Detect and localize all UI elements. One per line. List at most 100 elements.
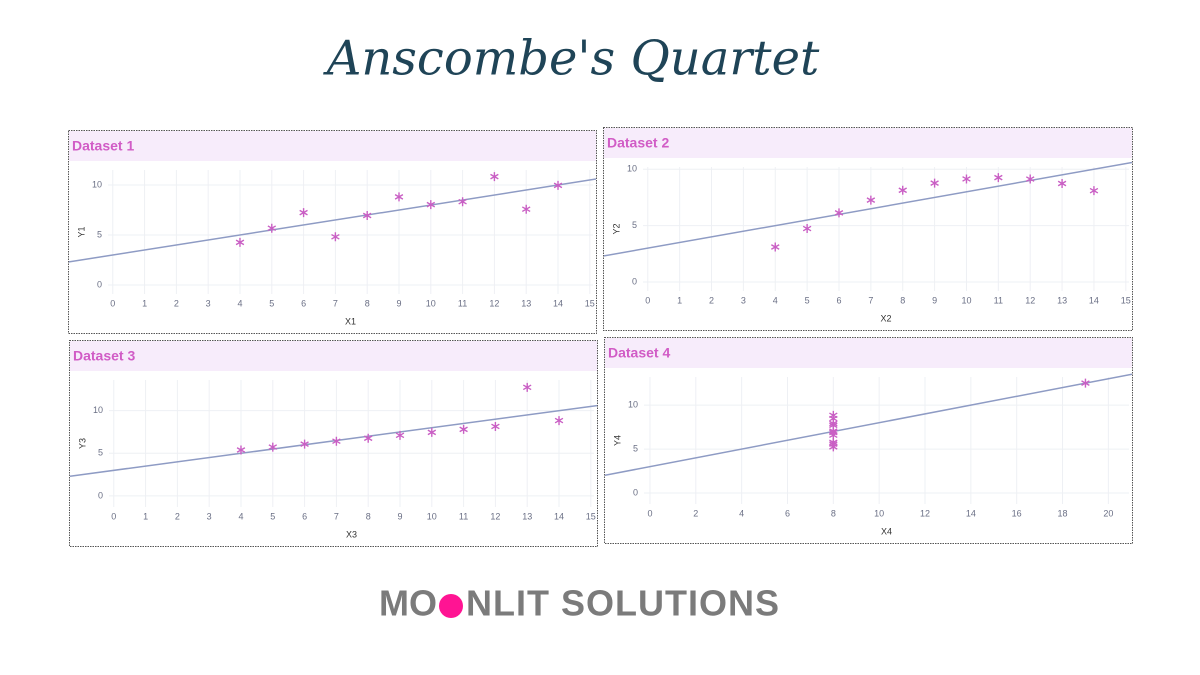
- panel-title: Dataset 1: [72, 138, 134, 154]
- x-tick-label: 10: [961, 295, 971, 305]
- trend-line: [605, 373, 1132, 477]
- trend-line: [604, 161, 1132, 257]
- x-axis-label: X4: [881, 526, 892, 536]
- y-tick-label: 0: [632, 276, 637, 286]
- logo-text: MO: [379, 583, 437, 624]
- data-point: [770, 242, 780, 252]
- x-tick-label: 16: [1012, 508, 1022, 518]
- data-point: [299, 208, 308, 218]
- data-point: [829, 439, 838, 449]
- data-point: [490, 172, 499, 182]
- x-tick-label: 4: [773, 295, 778, 305]
- x-tick-label: 11: [994, 295, 1003, 305]
- x-tick-label: 2: [693, 508, 698, 518]
- x-tick-label: 8: [831, 508, 836, 518]
- panel-frame: [604, 337, 1133, 544]
- x-tick-label: 14: [553, 298, 563, 308]
- x-tick-label: 6: [302, 511, 307, 521]
- x-tick-label: 4: [238, 511, 243, 521]
- x-tick-label: 3: [207, 511, 212, 521]
- panel-header: [605, 338, 1132, 368]
- y-tick-label: 5: [632, 220, 637, 230]
- y-tick-label: 0: [633, 487, 638, 497]
- data-point: [459, 424, 468, 434]
- x-tick-label: 1: [143, 511, 148, 521]
- data-point: [898, 185, 907, 195]
- x-tick-label: 10: [874, 508, 884, 518]
- data-point: [1081, 378, 1090, 388]
- x-tick-label: 0: [110, 298, 115, 308]
- data-point: [522, 382, 532, 392]
- data-point: [829, 418, 838, 428]
- chart-panel: Dataset 4 0 2 4 6 8 10 12 14 16 18 20 0 5 10 X4 Y4: [604, 337, 1133, 544]
- data-point: [1057, 178, 1067, 188]
- x-tick-label: 11: [459, 511, 468, 521]
- data-point: [1025, 174, 1035, 184]
- x-tick-label: 12: [490, 511, 500, 521]
- y-axis-label: Y3: [77, 438, 87, 449]
- x-tick-label: 0: [111, 511, 116, 521]
- y-axis-label: Y1: [76, 226, 86, 237]
- y-tick-label: 0: [97, 279, 102, 289]
- data-point: [458, 197, 467, 207]
- y-tick-label: 10: [627, 164, 637, 174]
- panel-frame: [68, 130, 597, 334]
- y-axis-label: Y2: [611, 223, 621, 234]
- x-tick-label: 9: [396, 298, 401, 308]
- data-point: [834, 208, 844, 218]
- x-tick-label: 0: [645, 295, 650, 305]
- x-tick-label: 15: [1121, 295, 1131, 305]
- data-point: [395, 430, 405, 440]
- data-point: [829, 427, 838, 437]
- data-point: [331, 232, 340, 242]
- x-tick-label: 8: [365, 298, 370, 308]
- x-tick-label: 4: [739, 508, 744, 518]
- data-point: [962, 174, 971, 184]
- x-tick-label: 14: [966, 508, 976, 518]
- x-tick-label: 8: [366, 511, 371, 521]
- y-tick-label: 10: [93, 405, 103, 415]
- x-axis-label: X1: [345, 316, 356, 326]
- data-point: [300, 439, 309, 449]
- y-tick-label: 10: [92, 179, 102, 189]
- data-point: [268, 442, 278, 452]
- x-tick-label: 13: [521, 298, 531, 308]
- x-tick-label: 6: [836, 295, 841, 305]
- x-tick-label: 10: [427, 511, 437, 521]
- panel-title: Dataset 4: [608, 345, 670, 361]
- x-tick-label: 9: [397, 511, 402, 521]
- panel-title: Dataset 2: [607, 135, 669, 151]
- data-point: [235, 237, 245, 247]
- data-point: [1089, 186, 1099, 196]
- x-tick-label: 13: [522, 511, 532, 521]
- data-point: [994, 173, 1003, 183]
- x-tick-label: 12: [1025, 295, 1035, 305]
- x-tick-label: 2: [175, 511, 180, 521]
- x-tick-label: 12: [489, 298, 499, 308]
- data-point: [394, 192, 404, 202]
- panel-frame: [603, 127, 1133, 331]
- trend-line: [69, 178, 596, 263]
- x-axis-label: X3: [346, 529, 357, 539]
- x-tick-label: 10: [426, 298, 436, 308]
- data-point: [866, 195, 876, 205]
- x-tick-label: 12: [920, 508, 930, 518]
- x-tick-label: 13: [1057, 295, 1067, 305]
- x-tick-label: 15: [586, 511, 596, 521]
- data-point: [426, 200, 436, 210]
- y-tick-label: 5: [98, 448, 103, 458]
- x-tick-label: 9: [932, 295, 937, 305]
- x-tick-label: 2: [709, 295, 714, 305]
- x-tick-label: 14: [1089, 295, 1099, 305]
- data-point: [491, 421, 500, 431]
- data-point: [267, 223, 277, 233]
- x-tick-label: 5: [805, 295, 810, 305]
- x-tick-label: 0: [647, 508, 652, 518]
- x-tick-label: 2: [174, 298, 179, 308]
- trend-line: [70, 404, 597, 477]
- data-point: [332, 436, 341, 446]
- data-point: [236, 445, 246, 455]
